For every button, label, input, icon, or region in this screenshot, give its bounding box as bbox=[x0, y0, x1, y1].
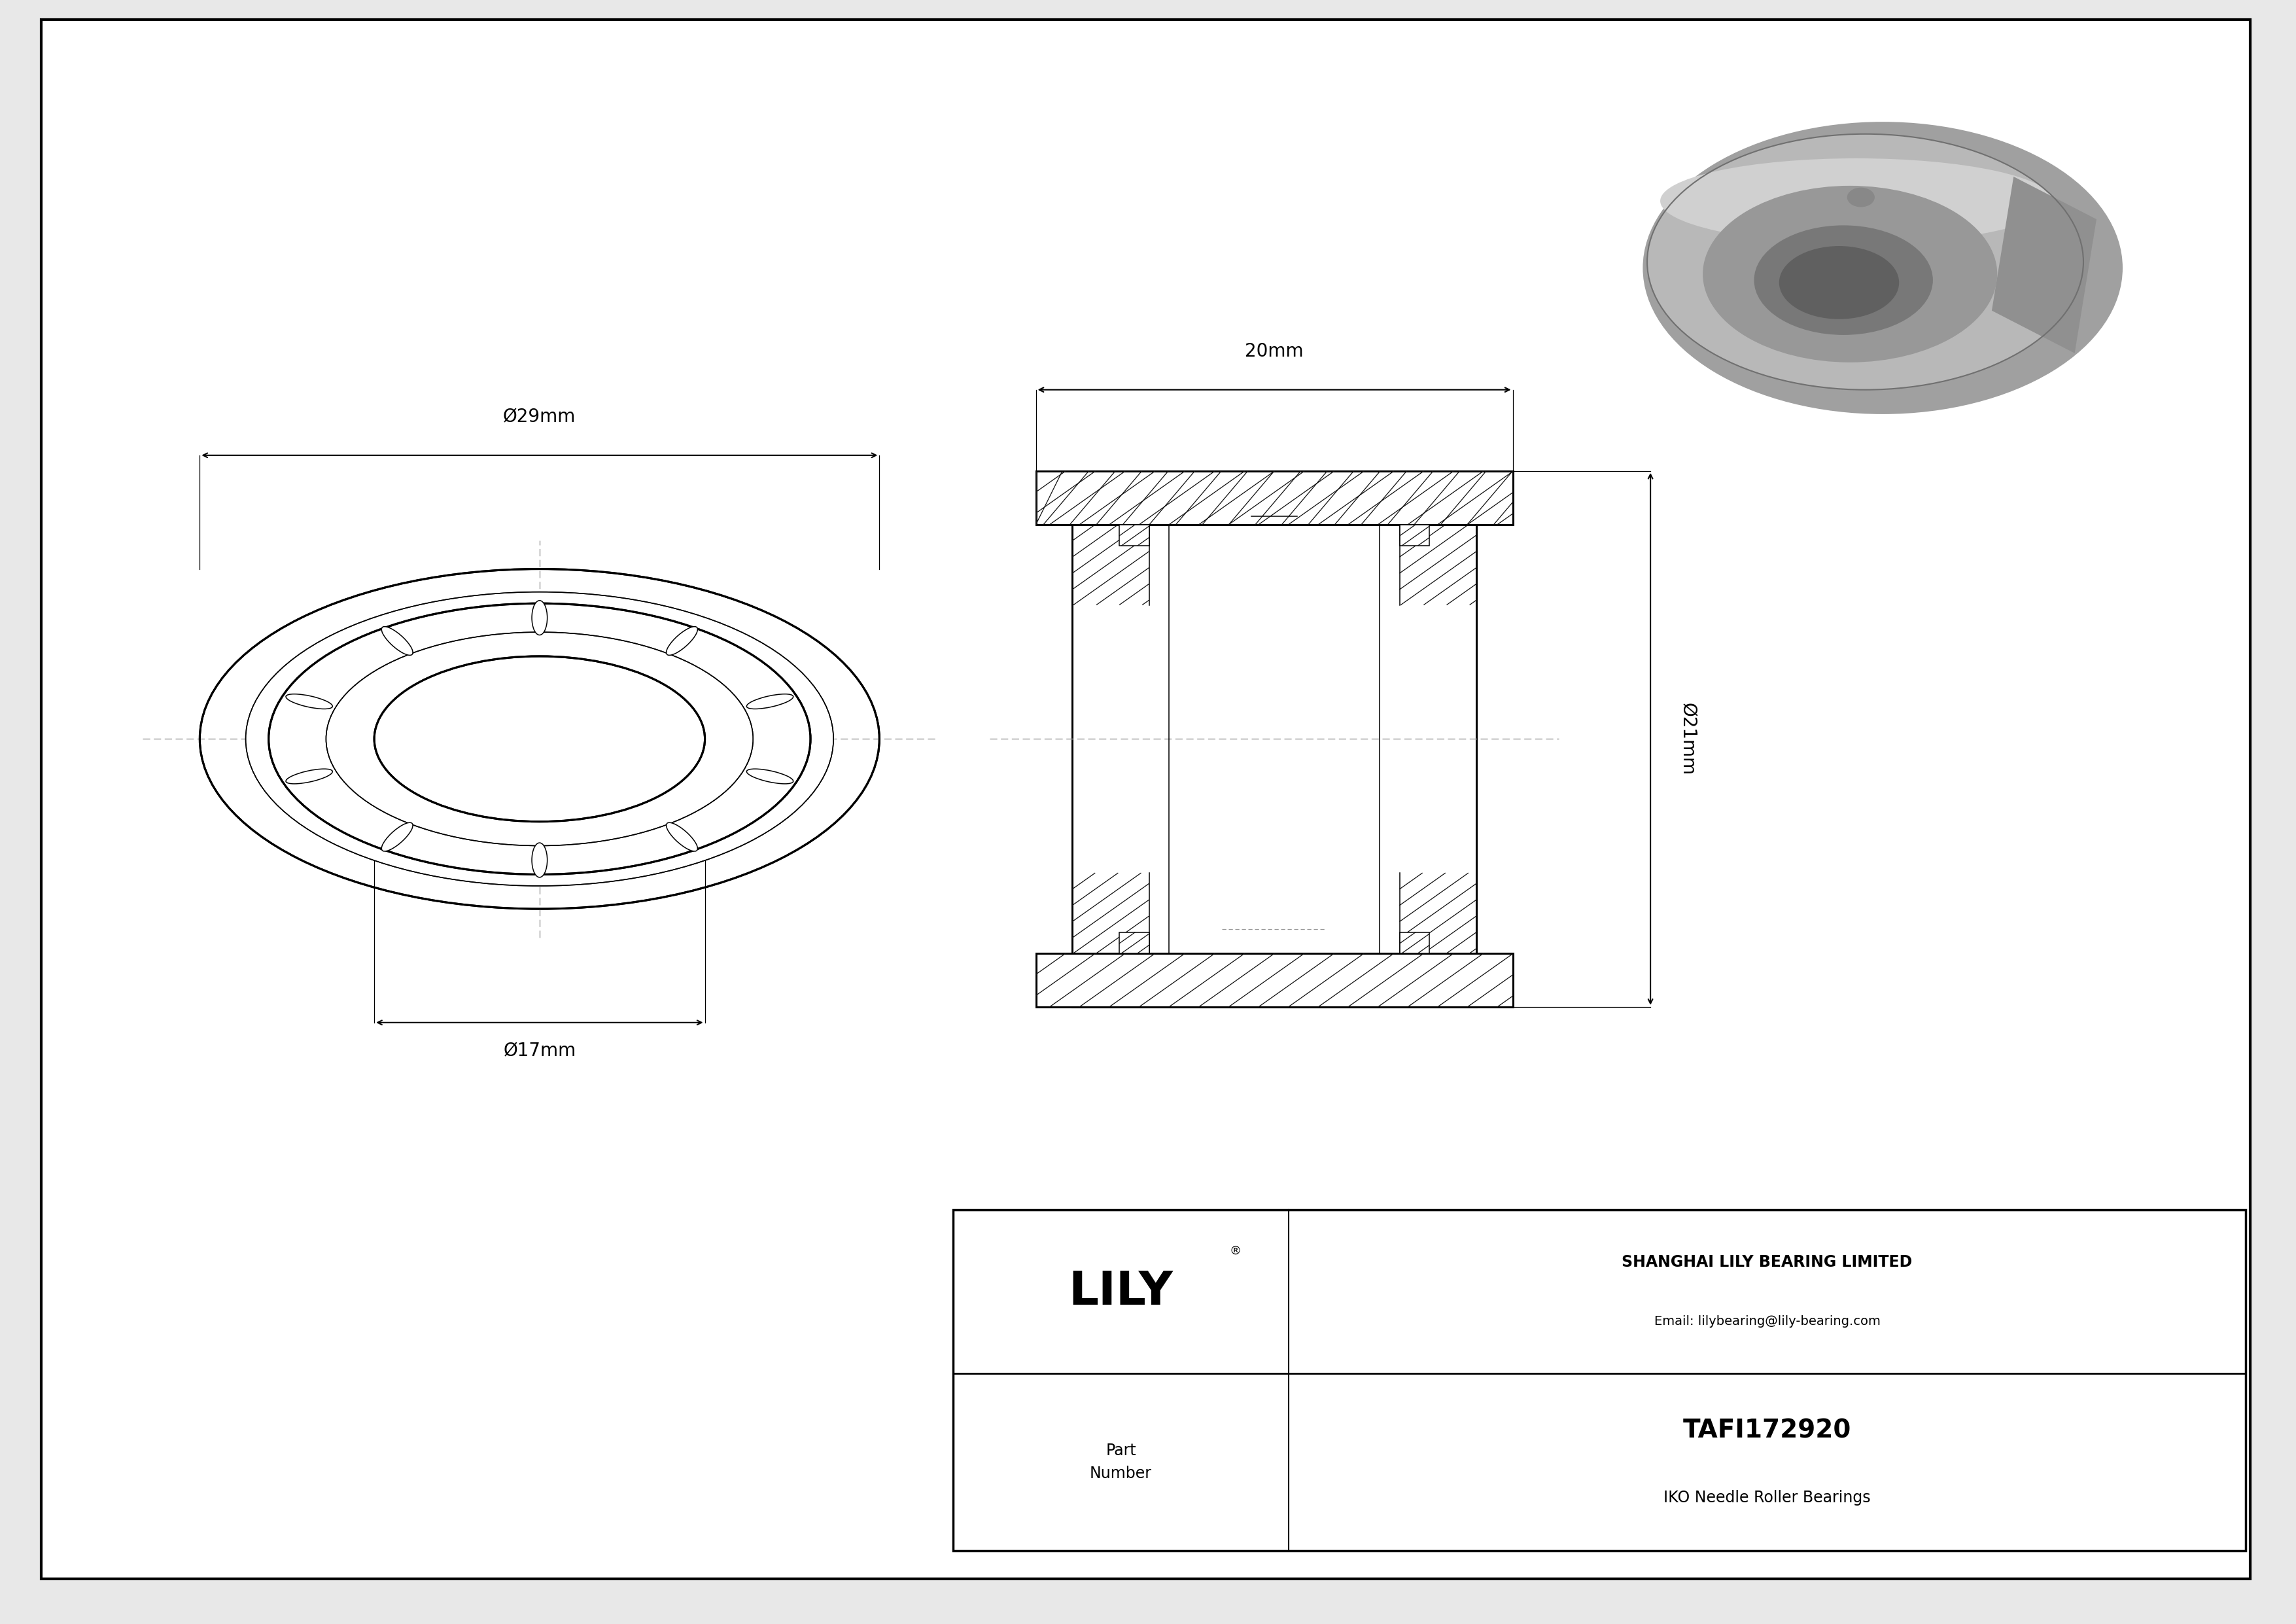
Circle shape bbox=[1846, 188, 1876, 208]
Ellipse shape bbox=[1704, 185, 1998, 362]
Ellipse shape bbox=[374, 656, 705, 822]
Ellipse shape bbox=[200, 568, 879, 909]
Text: Ø21mm: Ø21mm bbox=[1678, 703, 1697, 775]
Text: ®: ® bbox=[1228, 1246, 1242, 1257]
Ellipse shape bbox=[381, 627, 413, 654]
Ellipse shape bbox=[1642, 122, 2122, 414]
Ellipse shape bbox=[1754, 226, 1933, 335]
Text: Ø29mm: Ø29mm bbox=[503, 408, 576, 425]
Text: Email: lilybearing@lily-bearing.com: Email: lilybearing@lily-bearing.com bbox=[1653, 1315, 1880, 1327]
Text: LILY: LILY bbox=[1068, 1268, 1173, 1314]
Ellipse shape bbox=[246, 591, 833, 887]
Ellipse shape bbox=[746, 693, 792, 710]
Polygon shape bbox=[1991, 177, 2096, 354]
Ellipse shape bbox=[287, 768, 333, 784]
Bar bbox=[1035, 471, 1513, 525]
Ellipse shape bbox=[666, 627, 698, 654]
Bar bbox=[1118, 525, 1148, 546]
Bar bbox=[1401, 932, 1430, 953]
Text: 20mm: 20mm bbox=[1244, 343, 1304, 361]
Ellipse shape bbox=[746, 768, 792, 784]
Text: Part
Number: Part Number bbox=[1091, 1442, 1153, 1481]
Bar bbox=[1118, 932, 1148, 953]
Ellipse shape bbox=[533, 843, 546, 877]
Bar bbox=[1072, 471, 1476, 1007]
Ellipse shape bbox=[533, 601, 546, 635]
Ellipse shape bbox=[1646, 135, 2082, 390]
Text: IKO Needle Roller Bearings: IKO Needle Roller Bearings bbox=[1665, 1489, 1871, 1505]
Ellipse shape bbox=[326, 632, 753, 846]
Ellipse shape bbox=[287, 693, 333, 710]
Ellipse shape bbox=[1660, 159, 2053, 244]
Ellipse shape bbox=[269, 604, 810, 874]
Bar bbox=[1035, 953, 1513, 1007]
Ellipse shape bbox=[381, 823, 413, 851]
Bar bbox=[953, 1210, 2245, 1551]
Ellipse shape bbox=[1779, 247, 1899, 318]
Text: Ø17mm: Ø17mm bbox=[503, 1043, 576, 1060]
Text: SHANGHAI LILY BEARING LIMITED: SHANGHAI LILY BEARING LIMITED bbox=[1621, 1254, 1913, 1270]
Bar bbox=[1401, 525, 1430, 546]
Text: TAFI172920: TAFI172920 bbox=[1683, 1418, 1851, 1442]
Ellipse shape bbox=[666, 823, 698, 851]
